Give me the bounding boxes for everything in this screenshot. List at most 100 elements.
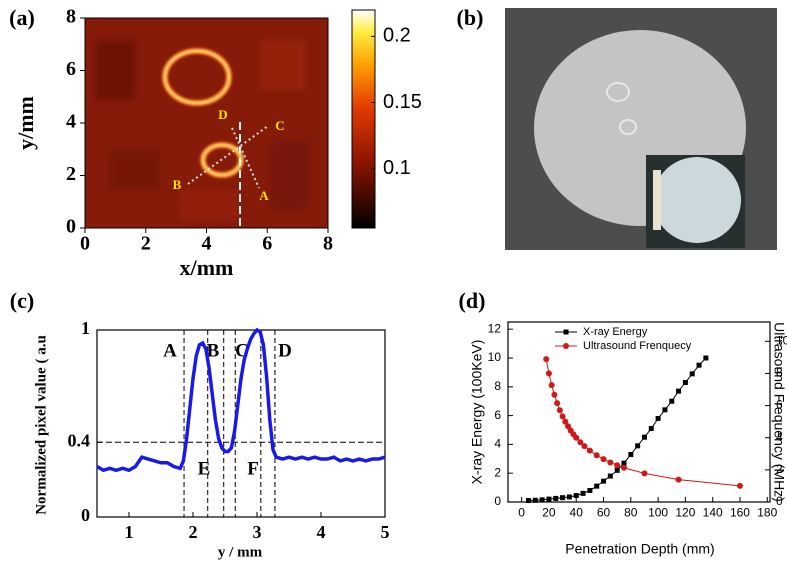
data-point	[580, 490, 586, 496]
data-point	[682, 379, 688, 385]
y-tick-label: 0	[81, 505, 90, 525]
x-tick-label: 2	[189, 522, 198, 542]
x-tick-label: 0	[518, 506, 525, 520]
y-tick-label: 0	[66, 216, 76, 238]
data-point	[635, 443, 641, 449]
x-axis-label: x/mm	[180, 255, 234, 280]
colorbar-tick-label: 0.15	[383, 91, 422, 113]
y-tick-label: 0	[494, 494, 501, 508]
data-point	[565, 423, 572, 430]
annotation: C	[275, 118, 284, 133]
y-tick-label: 4	[494, 437, 501, 451]
y-tick-label: 1	[81, 318, 90, 338]
y-axis-label: Normalized pixel value ( a.u	[33, 335, 49, 515]
x-tick-label: 4	[317, 522, 326, 542]
region-label: E	[198, 458, 211, 479]
x-tick-label: 2	[141, 233, 151, 255]
x-tick-label: 40	[570, 506, 584, 520]
y-axis-label: y/mm	[13, 96, 38, 150]
data-line	[96, 327, 386, 473]
data-point	[628, 451, 634, 457]
data-point	[593, 452, 600, 459]
y2-axis-label: Ultrasound Frequency (MHz)	[771, 322, 787, 502]
data-point	[551, 391, 558, 398]
panel-label: (b)	[457, 5, 484, 30]
x-tick-label: 120	[675, 506, 695, 520]
data-point	[573, 434, 580, 441]
plot-frame	[507, 321, 771, 503]
data-point	[607, 473, 613, 479]
data-point	[553, 495, 559, 501]
x-tick-label: 80	[624, 506, 638, 520]
x-tick-label: 0	[80, 233, 90, 255]
data-point	[614, 462, 621, 469]
x-tick-label: 140	[703, 506, 723, 520]
y-tick-label: 4	[66, 111, 76, 133]
y2-tick-label: 2	[776, 462, 783, 476]
x-tick-label: 8	[323, 233, 333, 255]
data-point	[655, 415, 661, 421]
y2-tick-label: 0	[776, 494, 783, 508]
data-point	[696, 362, 702, 368]
x-tick-label: 20	[542, 506, 556, 520]
colorbar-tick-label: 0.1	[383, 157, 411, 179]
data-point	[601, 478, 607, 484]
colorbar-tick-label: 0.2	[383, 25, 411, 47]
data-point	[607, 459, 614, 466]
y-tick-label: 8	[66, 6, 76, 28]
data-point	[586, 447, 593, 454]
y-tick-label: 2	[66, 163, 76, 185]
panel-label: (d)	[459, 288, 486, 313]
y-tick-label: 0.4	[68, 430, 91, 450]
data-point	[675, 476, 682, 483]
y-tick-label: 2	[494, 465, 501, 479]
x-tick-label: 1	[125, 522, 134, 542]
legend-marker	[563, 329, 569, 335]
data-point	[736, 482, 743, 489]
annotation: A	[259, 188, 269, 203]
data-point	[621, 460, 627, 466]
x-axis-label: y / mm	[218, 544, 263, 560]
data-point	[577, 439, 584, 446]
data-point	[545, 370, 552, 377]
x-tick-label: 180	[757, 506, 777, 520]
data-point	[546, 496, 552, 502]
data-point	[554, 400, 561, 407]
data-point	[648, 426, 654, 432]
data-point	[587, 487, 593, 493]
y2-tick-label: 8	[776, 366, 783, 380]
x-tick-label: 5	[381, 522, 390, 542]
data-point	[676, 388, 682, 394]
x-tick-label: 4	[202, 233, 212, 255]
data-point	[573, 493, 579, 499]
data-point	[600, 456, 607, 463]
data-point	[662, 407, 668, 413]
y2-tick-label: 4	[776, 430, 783, 444]
panel-label: (a)	[9, 5, 35, 30]
data-point	[548, 382, 555, 389]
panel-label: (c)	[10, 288, 34, 313]
region-label: F	[247, 458, 259, 479]
y-axis-label: X-ray Energy (100KeV)	[469, 340, 485, 485]
data-point	[562, 418, 569, 425]
legend-marker	[563, 343, 569, 349]
data-point	[703, 355, 709, 361]
data-point	[641, 470, 648, 477]
legend-label: Ultrasound Frenquecy	[583, 340, 692, 352]
x-tick-label: 6	[262, 233, 272, 255]
colorbar	[351, 9, 376, 229]
data-point	[559, 413, 566, 420]
x-tick-label: 60	[597, 506, 611, 520]
data-point	[620, 464, 627, 471]
x-tick-label: 3	[253, 522, 262, 542]
data-point	[581, 443, 588, 450]
data-point	[641, 434, 647, 440]
data-point	[594, 483, 600, 489]
data-point	[543, 356, 550, 363]
data-point	[566, 494, 572, 500]
y-tick-label: 12	[488, 321, 502, 335]
x-axis-label: Penetration Depth (mm)	[565, 541, 714, 557]
data-line	[545, 359, 741, 487]
data-point	[560, 495, 566, 501]
